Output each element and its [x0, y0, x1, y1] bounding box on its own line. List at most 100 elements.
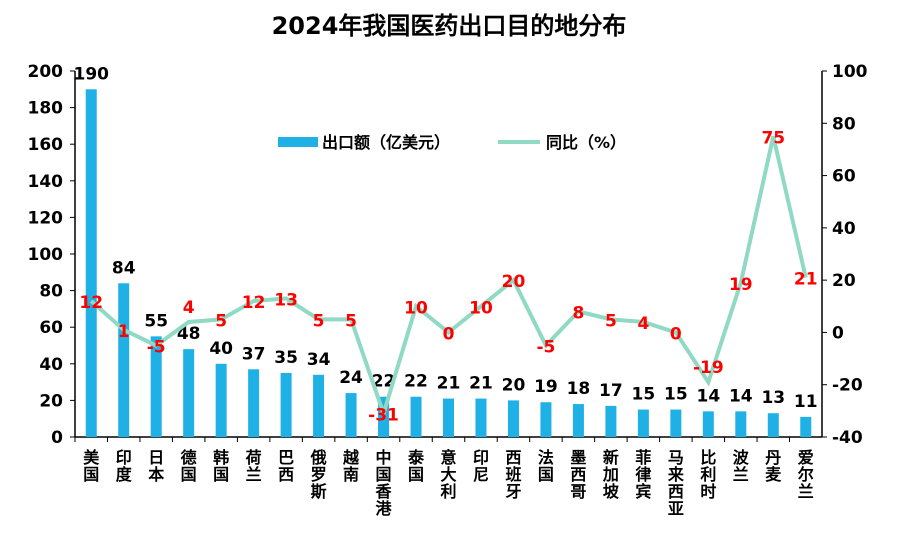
- left-tick-label: 60: [39, 318, 63, 338]
- bar-label: 55: [144, 311, 168, 331]
- left-tick-label: 0: [51, 428, 63, 448]
- left-tick-label: 80: [39, 282, 63, 302]
- bar-label: 190: [73, 64, 109, 84]
- bar: [702, 411, 714, 437]
- bar: [670, 409, 682, 437]
- bar: [572, 404, 584, 437]
- x-tick-label: 巴西: [278, 448, 294, 484]
- bar-label: 34: [307, 350, 331, 370]
- x-tick-label: 爱尔兰: [798, 448, 814, 501]
- bar: [735, 411, 747, 437]
- yoy-line: [89, 135, 808, 420]
- bar: [150, 336, 162, 437]
- line-label: 12: [242, 293, 266, 313]
- bar: [443, 398, 454, 437]
- line-label: 10: [469, 298, 493, 318]
- bar-label: 19: [534, 377, 558, 397]
- x-tick-label: 波兰: [733, 448, 750, 484]
- bar-label: 15: [632, 385, 656, 405]
- legend-line-label: 同比（%）: [546, 133, 626, 152]
- left-tick-label: 120: [28, 208, 64, 228]
- x-tick-label: 法国: [538, 448, 554, 484]
- bar: [85, 89, 97, 438]
- bar-label: 24: [339, 368, 363, 388]
- line-label: 75: [761, 128, 785, 148]
- bar: [637, 409, 649, 437]
- bar: [540, 402, 552, 437]
- line-label: 1: [118, 322, 130, 342]
- bar: [767, 413, 779, 437]
- right-tick-label: 20: [832, 271, 856, 291]
- line-label: 12: [79, 293, 103, 313]
- line-label: 8: [572, 304, 584, 324]
- left-tick-label: 160: [28, 135, 64, 155]
- left-tick-label: 180: [28, 99, 64, 119]
- bar-label: 37: [242, 344, 266, 364]
- x-tick-label: 中国香港: [375, 448, 393, 518]
- bar: [507, 400, 519, 437]
- bar: [118, 283, 130, 437]
- line-label: 5: [345, 311, 357, 331]
- line-label: 4: [183, 298, 195, 318]
- left-tick-label: 100: [28, 245, 64, 265]
- x-tick-label: 西班牙: [505, 448, 521, 501]
- bar: [215, 363, 227, 437]
- left-tick-label: 200: [28, 62, 64, 82]
- left-tick-label: 20: [39, 391, 63, 411]
- legend-bar-label: 出口额（亿美元）: [322, 133, 450, 152]
- bar-label: 40: [209, 339, 233, 359]
- x-tick-label: 俄罗斯: [310, 448, 327, 501]
- bar-label: 15: [664, 385, 688, 405]
- line-label: 5: [313, 311, 325, 331]
- x-tick-label: 印尼: [473, 448, 489, 484]
- x-tick-label: 比利时: [700, 448, 716, 501]
- line-label: 13: [274, 290, 298, 310]
- x-tick-label: 荷兰: [246, 448, 262, 484]
- bar-label: 18: [567, 379, 591, 399]
- right-tick-label: 60: [832, 167, 856, 187]
- x-tick-label: 新加坡: [602, 448, 620, 501]
- line-label: 5: [215, 311, 227, 331]
- bar-label: 21: [469, 374, 493, 394]
- x-tick-label: 印度: [116, 448, 133, 484]
- bar-label: 14: [696, 386, 720, 406]
- bar-label: 11: [794, 392, 818, 412]
- bar-label: 22: [404, 372, 428, 392]
- bar: [280, 372, 292, 437]
- bar-label: 35: [274, 348, 298, 368]
- right-tick-label: 40: [832, 219, 856, 239]
- line-label: 21: [794, 270, 818, 290]
- right-tick-label: 0: [832, 323, 844, 343]
- bar: [248, 369, 260, 437]
- line-label: 4: [637, 314, 649, 334]
- bar: [475, 398, 487, 437]
- x-tick-label: 丹麦: [765, 448, 782, 484]
- bar-label: 21: [437, 374, 461, 394]
- x-tick-label: 墨西哥: [570, 448, 586, 501]
- bar-label: 84: [112, 258, 136, 278]
- x-tick-label: 美国: [83, 448, 100, 484]
- legend-bar-swatch: [278, 137, 318, 147]
- bar: [313, 374, 325, 437]
- x-tick-label: 德国: [181, 448, 197, 484]
- line-label: 0: [443, 324, 455, 344]
- line-label: -31: [368, 405, 399, 425]
- bar: [345, 393, 357, 437]
- x-tick-label: 菲律宾: [635, 448, 651, 501]
- line-label: 10: [404, 298, 428, 318]
- bar-label: 14: [729, 386, 753, 406]
- bar-label: 17: [599, 381, 623, 401]
- x-tick-label: 意大利: [440, 448, 456, 501]
- x-tick-label: 越南: [342, 448, 360, 484]
- right-tick-label: -20: [832, 376, 863, 396]
- line-label: 5: [605, 311, 617, 331]
- bar: [183, 349, 195, 437]
- line-label: 20: [502, 272, 526, 292]
- bar: [410, 396, 422, 437]
- left-tick-label: 140: [28, 172, 64, 192]
- x-tick-label: 泰国: [407, 448, 425, 484]
- right-tick-label: -40: [832, 428, 863, 448]
- line-label: 0: [670, 324, 682, 344]
- line-label: -5: [147, 338, 166, 358]
